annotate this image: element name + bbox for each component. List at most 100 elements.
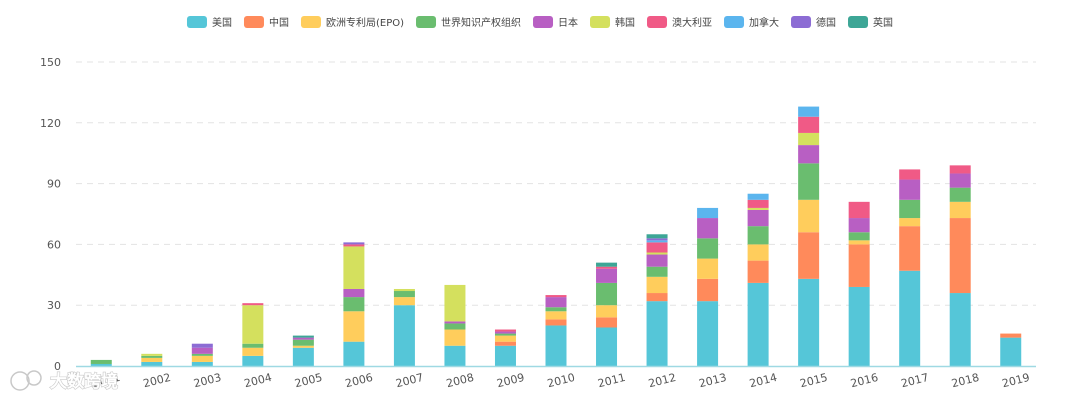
bar-segment <box>141 357 163 362</box>
bar-segment <box>798 132 820 146</box>
x-axis-ticks: 2001 2002 2003 2004 2005 2006 2007 2008 2009 2010… <box>91 371 1031 390</box>
bar-segment <box>494 331 516 334</box>
bar-segment <box>545 319 567 326</box>
legend-swatch <box>791 16 812 28</box>
legend-label: 德国 <box>816 16 836 29</box>
bar-segment <box>747 282 769 366</box>
x-tick-label: 2003 <box>192 371 222 390</box>
x-tick-label: 2017 <box>900 371 930 390</box>
x-tick-label: 2011 <box>597 371 627 390</box>
bar-segment <box>798 106 820 117</box>
bar-segment <box>798 116 820 133</box>
bar-segment <box>646 238 668 241</box>
bar-segment <box>242 343 264 348</box>
bar-segment <box>444 321 466 324</box>
bar-segment <box>646 293 668 302</box>
bar-segment <box>596 268 618 283</box>
bar-segment <box>747 244 769 261</box>
legend-swatch <box>416 16 437 28</box>
x-tick-label: 2008 <box>445 371 475 390</box>
bar-segment <box>343 311 365 342</box>
bar-segment <box>596 266 618 269</box>
legend-item[interactable]: 英国 <box>848 16 893 29</box>
bar-segment <box>191 353 213 356</box>
bar-segment <box>141 355 163 358</box>
bar-segment <box>949 218 971 294</box>
bar-segment <box>444 345 466 366</box>
bar-segment <box>242 303 264 306</box>
bar-segment <box>596 305 618 318</box>
bar-segment <box>848 240 870 245</box>
legend-swatch <box>724 16 745 28</box>
legend-item[interactable]: 德国 <box>791 16 836 29</box>
bar-segment <box>444 329 466 346</box>
legend-item[interactable]: 日本 <box>533 16 578 29</box>
legend-item[interactable]: 加拿大 <box>724 16 779 29</box>
bar-segment <box>494 335 516 342</box>
bar-segment <box>899 270 921 366</box>
bar-segment <box>646 276 668 294</box>
bar-segment <box>242 305 264 344</box>
bar-segment <box>545 325 567 366</box>
bar-segment <box>646 254 668 267</box>
bar-segment <box>646 242 668 253</box>
bar-segment <box>343 246 365 289</box>
bar-segment <box>949 165 971 174</box>
bar-segment <box>949 293 971 366</box>
legend-label: 韩国 <box>615 16 635 29</box>
bar-segment <box>899 169 921 180</box>
legend-item[interactable]: 中国 <box>243 16 289 29</box>
bar-segment <box>646 240 668 243</box>
bar-segment <box>242 347 264 356</box>
y-tick-label: 0 <box>54 360 61 373</box>
bar-segment <box>697 218 719 239</box>
legend-item[interactable]: 世界知识产权组织 <box>416 16 521 29</box>
bar-segment <box>747 226 769 245</box>
bar-segment <box>494 333 516 336</box>
bar-segment <box>191 343 213 348</box>
bar-segment <box>798 278 820 366</box>
bar-segment <box>848 232 870 241</box>
legend-label: 英国 <box>873 16 893 29</box>
legend-label: 加拿大 <box>749 16 779 29</box>
bar-segment <box>848 286 870 366</box>
watermark: 大数跨境 <box>10 370 119 393</box>
bar-segment <box>292 345 314 348</box>
bar-segment <box>90 363 112 366</box>
bar-segment <box>596 327 618 366</box>
legend-swatch <box>186 16 207 28</box>
legend-swatch <box>300 16 321 28</box>
bar-segment <box>596 282 618 306</box>
x-tick-label: 2012 <box>647 371 677 390</box>
bar-segment <box>444 284 466 322</box>
bar-segment <box>646 252 668 255</box>
legend-label: 中国 <box>269 16 289 29</box>
bar-segment <box>798 232 820 279</box>
legend-item[interactable]: 澳大利亚 <box>647 16 712 29</box>
bar-segment <box>949 187 971 202</box>
bar-segment <box>393 297 415 306</box>
bar-segment <box>747 207 769 210</box>
bar-segment <box>697 258 719 279</box>
bar-segment <box>697 207 719 219</box>
watermark-text: 大数跨境 <box>50 371 118 392</box>
bar-segment <box>747 199 769 208</box>
legend-item[interactable]: 美国 <box>186 16 232 29</box>
legend-label: 澳大利亚 <box>672 16 712 29</box>
legend-label: 美国 <box>212 16 232 29</box>
bar-segment <box>90 359 112 364</box>
bar-segment <box>1000 337 1022 366</box>
bar-segment <box>899 218 921 227</box>
x-tick-label: 2018 <box>950 371 980 390</box>
bar-segment <box>191 355 213 362</box>
x-tick-label: 2010 <box>546 371 576 390</box>
legend-label: 日本 <box>558 16 578 29</box>
bar-segment <box>444 323 466 330</box>
bar-segment <box>747 209 769 227</box>
y-tick-label: 30 <box>47 299 61 312</box>
legend-item[interactable]: 欧洲专利局(EPO) <box>300 16 404 29</box>
bar-segment <box>848 218 870 233</box>
y-axis-ticks: 0 30 60 90 120 150 <box>40 56 61 373</box>
x-tick-label: 2015 <box>799 371 829 390</box>
legend-item[interactable]: 韩国 <box>590 16 635 29</box>
